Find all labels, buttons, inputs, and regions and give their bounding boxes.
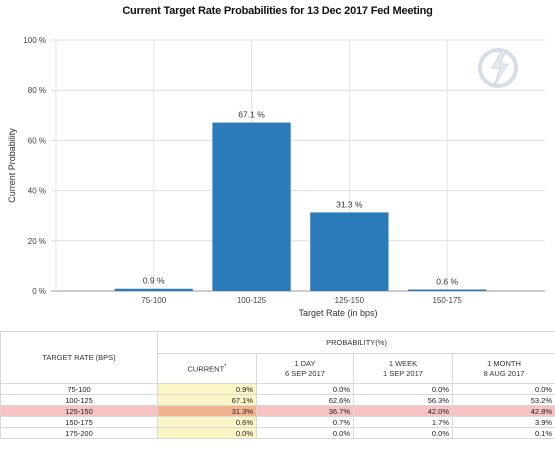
column-header: 1 WEEK 1 SEP 2017	[353, 353, 453, 384]
column-header-label: 1 DAY	[294, 358, 316, 368]
footnote-marker: *	[224, 364, 227, 371]
probability-cell: 56.3%	[353, 394, 453, 406]
table-row: 125-150 31.3% 36.7% 42.0% 42.8%	[0, 405, 555, 417]
probability-cell: 1.7%	[353, 416, 453, 428]
table-row: 100-125 67.1% 62.6% 56.3% 53.2%	[0, 394, 555, 406]
target-rate-cell: 100-125	[0, 394, 158, 406]
probability-cell: 53.2%	[451, 394, 555, 406]
x-tick-label: 125-150	[335, 296, 365, 305]
probability-cell: 0.0%	[353, 383, 453, 395]
chart-title: Current Target Rate Probabilities for 13…	[122, 5, 433, 17]
probability-cell: 62.6%	[256, 394, 354, 406]
bar	[212, 122, 291, 291]
column-header-date: 1 SEP 2017	[383, 368, 423, 378]
probability-cell: 0.0%	[256, 383, 354, 395]
probability-header: PROBABILITY(%)	[156, 331, 555, 354]
y-tick-label: 0 %	[32, 287, 46, 296]
target-rate-cell: 125-150	[0, 405, 158, 417]
probability-cell: 0.0%	[256, 427, 354, 439]
bar	[408, 289, 487, 291]
bar-value-label: 31.3 %	[336, 199, 363, 209]
column-header: 1 DAY 6 SEP 2017	[256, 353, 354, 384]
probability-cell: 0.0%	[157, 427, 257, 439]
probability-cell: 36.7%	[256, 405, 354, 417]
y-tick-label: 80 %	[28, 86, 46, 95]
target-rate-header: TARGET RATE (BPS)	[0, 331, 158, 384]
column-header-label: 1 WEEK	[388, 358, 418, 368]
column-header-label: 1 MONTH	[487, 358, 521, 368]
bar-value-label: 0.9 %	[143, 276, 165, 286]
bar	[114, 288, 193, 291]
x-tick-label: 100-125	[237, 296, 267, 305]
probability-cell: 3.9%	[451, 416, 555, 428]
target-rate-cell: 175-200	[0, 427, 158, 439]
table-row: 175-200 0.0% 0.0% 0.0% 0.1%	[0, 427, 555, 439]
probability-cell: 0.9%	[157, 383, 257, 395]
column-header-date: 8 AUG 2017	[483, 368, 525, 378]
probability-cell: 0.1%	[451, 427, 555, 439]
probability-cell: 67.1%	[157, 394, 257, 406]
bar	[310, 212, 389, 291]
y-axis-title: Current Probability	[7, 128, 17, 203]
probability-cell: 0.7%	[256, 416, 354, 428]
column-header: 1 MONTH 8 AUG 2017	[451, 353, 555, 384]
quickstrike-logo-icon	[478, 48, 518, 88]
column-header: CURRENT*	[157, 353, 257, 384]
column-header-label: CURRENT	[187, 364, 225, 374]
bar-value-label: 67.1 %	[238, 110, 265, 120]
x-axis-title: Target Rate (in bps)	[298, 308, 377, 318]
y-tick-label: 100 %	[23, 36, 46, 45]
probability-table-wrap: TARGET RATE (BPS) PROBABILITY(%) CURRENT…	[0, 331, 555, 439]
table-row: 75-100 0.9% 0.0% 0.0% 0.0%	[0, 383, 555, 395]
probability-cell: 0.0%	[451, 383, 555, 395]
y-tick-label: 60 %	[28, 136, 46, 145]
probability-cell: 0.6%	[157, 416, 257, 428]
x-tick-label: 150-175	[432, 296, 462, 305]
probability-cell: 31.3%	[157, 405, 257, 417]
probability-cell: 42.8%	[451, 405, 555, 417]
chart-area: Current Target Rate Probabilities for 13…	[7, 5, 545, 318]
probability-table: TARGET RATE (BPS) PROBABILITY(%) CURRENT…	[0, 331, 555, 439]
probability-cell: 0.0%	[353, 427, 453, 439]
bar-value-label: 0.6 %	[436, 276, 458, 286]
target-rate-cell: 75-100	[0, 383, 158, 395]
y-tick-label: 40 %	[28, 187, 46, 196]
probability-cell: 42.0%	[353, 405, 453, 417]
column-header-date: 6 SEP 2017	[285, 368, 325, 378]
bar-chart: 0 % 20 % 40 % 60 % 80 % 100 % 0.9 % 75-100 67.1 …	[7, 36, 545, 318]
x-tick-label: 75-100	[141, 296, 166, 305]
target-rate-cell: 150-175	[0, 416, 158, 428]
table-row: 150-175 0.6% 0.7% 1.7% 3.9%	[0, 416, 555, 428]
y-tick-label: 20 %	[28, 237, 46, 246]
